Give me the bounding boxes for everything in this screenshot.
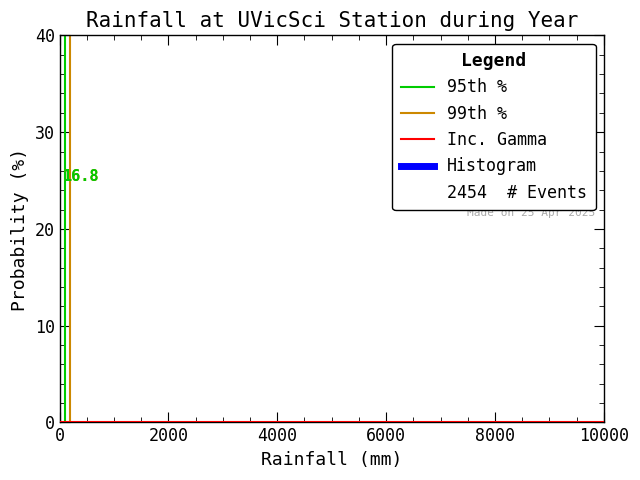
Y-axis label: Probability (%): Probability (%) — [11, 147, 29, 311]
Text: 16.8: 16.8 — [63, 168, 100, 183]
Text: 16.8: 16.8 — [62, 168, 99, 183]
Title: Rainfall at UVicSci Station during Year: Rainfall at UVicSci Station during Year — [86, 11, 578, 31]
Text: Made on 25 Apr 2025: Made on 25 Apr 2025 — [467, 208, 596, 217]
X-axis label: Rainfall (mm): Rainfall (mm) — [261, 451, 403, 469]
Legend: 95th %, 99th %, Inc. Gamma, Histogram, 2454  # Events: 95th %, 99th %, Inc. Gamma, Histogram, 2… — [392, 44, 596, 210]
